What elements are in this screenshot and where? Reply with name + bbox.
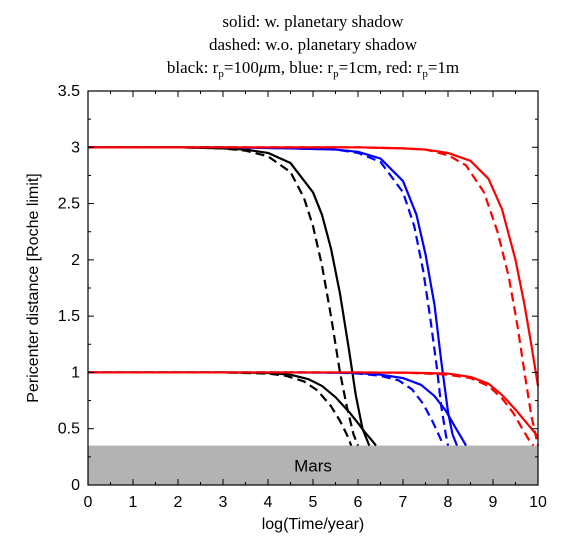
x-tick-label-7: 7 bbox=[399, 494, 408, 511]
x-tick-label-5: 5 bbox=[309, 494, 318, 511]
mars-band-fill bbox=[88, 445, 538, 485]
mars-band: Mars bbox=[88, 445, 538, 485]
x-tick-label-6: 6 bbox=[354, 494, 363, 511]
x-tick-label-0: 0 bbox=[84, 494, 93, 511]
mars-band-label: Mars bbox=[294, 456, 332, 475]
series-blue-dashed-3 bbox=[88, 146, 450, 446]
axes-frame bbox=[87, 90, 539, 486]
series-blue-dashed-9 bbox=[88, 371, 445, 447]
series-black-solid-0 bbox=[88, 146, 371, 447]
plot-frame bbox=[87, 90, 539, 486]
chart-title: solid: w. planetary shadow dashed: w.o. … bbox=[167, 12, 459, 80]
series-black-dashed-1 bbox=[88, 146, 360, 447]
series-blue-solid-2 bbox=[88, 146, 459, 447]
y-tick-label-0: 0 bbox=[71, 477, 80, 494]
tick-marks: 0 1 2 3 4 5 6 7 8 9 10 0 0.5 1 1.5 2 2.5 3 3.5 bbox=[58, 83, 547, 511]
title-line-solid: solid: w. planetary shadow bbox=[222, 12, 404, 31]
y-tick-label-1: 0.5 bbox=[58, 421, 80, 438]
series-red-dashed-5 bbox=[88, 146, 540, 446]
y-tick-label-3: 1.5 bbox=[58, 308, 80, 325]
y-tick-label-4: 2 bbox=[71, 252, 80, 269]
series-blue-solid-8 bbox=[88, 371, 467, 447]
x-tick-label-9: 9 bbox=[489, 494, 498, 511]
series-lines bbox=[88, 146, 540, 447]
x-tick-label-2: 2 bbox=[174, 494, 183, 511]
y-tick-label-5: 2.5 bbox=[58, 196, 80, 213]
x-tick-label-1: 1 bbox=[129, 494, 138, 511]
y-tick-label-2: 1 bbox=[71, 364, 80, 381]
title-line-colors: black: rp=100μm, blue: rp=1cm, red: rp=1… bbox=[167, 58, 459, 80]
series-black-dashed-7 bbox=[88, 371, 353, 447]
title-line-dashed: dashed: w.o. planetary shadow bbox=[209, 35, 418, 54]
x-tick-label-3: 3 bbox=[219, 494, 228, 511]
y-tick-label-6: 3 bbox=[71, 139, 80, 156]
x-tick-label-10: 10 bbox=[529, 494, 547, 511]
y-tick-label-7: 3.5 bbox=[58, 83, 80, 100]
series-red-solid-4 bbox=[88, 146, 540, 387]
x-axis-label: log(Time/year) bbox=[262, 516, 365, 533]
x-tick-label-8: 8 bbox=[444, 494, 453, 511]
x-tick-label-4: 4 bbox=[264, 494, 273, 511]
series-red-dashed-11 bbox=[88, 371, 535, 447]
y-axis-label: Pericenter distance [Roche limit] bbox=[25, 173, 42, 402]
